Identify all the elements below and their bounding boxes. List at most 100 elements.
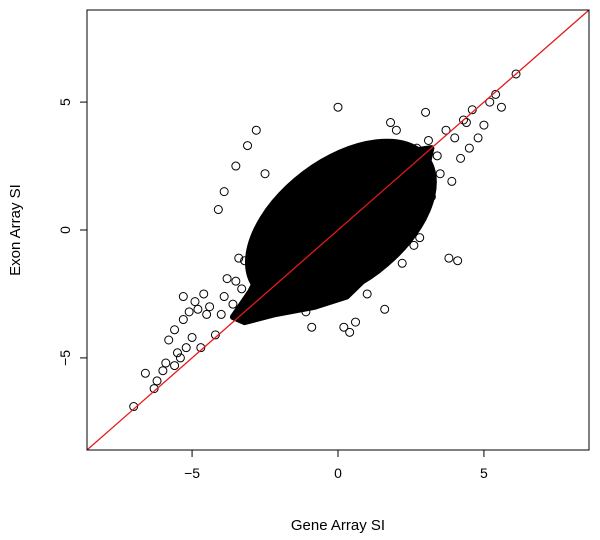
data-point	[245, 263, 255, 273]
data-point	[324, 194, 334, 204]
data-point	[275, 299, 285, 309]
data-point	[219, 292, 229, 302]
data-point	[193, 304, 203, 314]
data-point	[386, 118, 396, 128]
data-point	[342, 174, 352, 184]
data-point	[178, 315, 188, 325]
data-point	[248, 240, 258, 250]
data-point	[161, 358, 171, 368]
data-point	[129, 402, 139, 412]
data-point	[415, 233, 425, 243]
data-point	[307, 322, 317, 332]
data-point	[251, 125, 261, 135]
data-point	[237, 284, 247, 294]
data-point	[231, 161, 241, 171]
data-point	[461, 118, 471, 128]
data-point	[453, 256, 463, 266]
data-point	[391, 125, 401, 135]
data-point	[219, 187, 229, 197]
data-point	[257, 228, 267, 238]
data-point	[353, 161, 363, 171]
x-tick-label: −5	[184, 465, 200, 481]
data-point	[272, 230, 282, 240]
identity-line-group	[87, 10, 589, 450]
data-point	[298, 192, 308, 202]
dense-cloud-core-ellipse	[244, 138, 437, 306]
data-point	[263, 238, 273, 248]
data-point	[283, 222, 293, 232]
data-point	[243, 141, 253, 151]
data-point	[444, 253, 454, 263]
data-point	[140, 368, 150, 378]
data-point	[202, 309, 212, 319]
data-point	[441, 125, 451, 135]
data-point	[170, 361, 180, 371]
x-tick-label: 0	[334, 465, 342, 481]
data-point	[205, 302, 215, 312]
data-point	[187, 332, 197, 342]
data-point	[216, 309, 226, 319]
data-point	[330, 164, 340, 174]
data-point	[222, 274, 232, 284]
data-point	[412, 143, 422, 153]
data-point	[289, 202, 299, 212]
data-point	[315, 202, 325, 212]
data-point	[336, 199, 346, 209]
data-point	[318, 171, 328, 181]
y-tick-label: 5	[57, 98, 73, 106]
data-point	[260, 169, 270, 179]
data-point	[254, 248, 264, 258]
data-point	[351, 317, 361, 327]
y-tick-label: 0	[57, 226, 73, 234]
data-point	[479, 120, 489, 130]
data-point	[362, 289, 372, 299]
data-point	[432, 151, 442, 161]
data-point	[170, 325, 180, 335]
data-point	[149, 384, 159, 394]
data-point	[240, 256, 250, 266]
data-point	[304, 207, 314, 217]
data-point	[491, 89, 501, 99]
data-point	[333, 102, 343, 112]
data-point	[231, 276, 241, 286]
data-point	[450, 133, 460, 143]
data-point	[406, 197, 416, 207]
data-point	[383, 205, 393, 215]
data-point	[181, 343, 191, 353]
data-point	[199, 289, 209, 299]
data-point	[464, 143, 474, 153]
data-point	[473, 133, 483, 143]
x-axis-label: Gene Array SI	[291, 517, 385, 534]
data-point	[371, 220, 381, 230]
data-point	[158, 366, 168, 376]
data-point	[496, 102, 506, 112]
data-point	[459, 115, 468, 125]
data-point	[228, 299, 238, 309]
y-tick-label: −5	[57, 350, 73, 366]
data-point	[388, 151, 398, 161]
data-point	[345, 327, 355, 337]
data-point	[359, 215, 369, 225]
data-point	[423, 135, 433, 145]
data-point	[234, 253, 244, 263]
data-point	[435, 169, 445, 179]
data-point	[400, 156, 410, 166]
data-point	[377, 169, 387, 179]
data-point	[409, 240, 419, 250]
data-point	[418, 184, 428, 194]
data-point	[348, 189, 358, 199]
data-point	[278, 210, 288, 220]
x-tick-label: 5	[480, 465, 488, 481]
data-point	[196, 343, 206, 353]
identity-reference-line	[87, 10, 589, 450]
data-point	[152, 376, 162, 386]
data-point	[511, 69, 521, 79]
data-point	[456, 153, 466, 163]
data-point	[467, 105, 477, 115]
data-point	[172, 348, 182, 358]
data-point	[190, 297, 200, 307]
y-axis: −5 0 5	[57, 98, 87, 366]
data-point	[310, 179, 320, 189]
data-point	[178, 292, 188, 302]
